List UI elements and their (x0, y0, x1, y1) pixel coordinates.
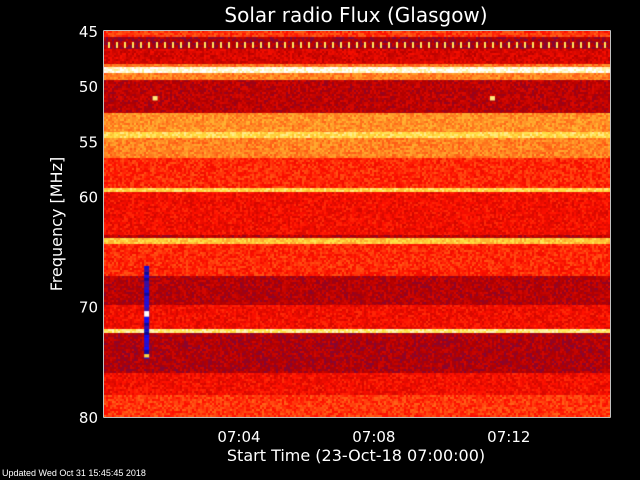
y-tick-labels: 45 50 55 60 70 80 (79, 23, 98, 427)
frequency-band (104, 192, 610, 236)
frequency-band (104, 137, 610, 158)
frequency-band (104, 243, 610, 276)
frequency-band (104, 275, 610, 305)
x-axis-label: Start Time (23-Oct-18 07:00:00) (227, 446, 485, 465)
burst-edge-mark (143, 354, 149, 358)
frequency-band (104, 187, 610, 193)
frequency-band (104, 372, 610, 395)
y-axis-label: Frequency [MHz] (47, 157, 66, 291)
frequency-band (104, 157, 610, 188)
frequency-band (104, 304, 610, 329)
frequency-band (104, 31, 610, 37)
y-tick-label: 50 (79, 78, 98, 96)
y-tick-label: 60 (79, 188, 98, 206)
frequency-band (104, 48, 610, 65)
frequency-band (104, 132, 610, 138)
frequency-band (104, 67, 610, 73)
chart-title: Solar radio Flux (Glasgow) (224, 3, 487, 27)
frequency-band (104, 79, 610, 113)
y-tick-label: 45 (79, 23, 98, 41)
burst-peak-mark (143, 311, 149, 317)
y-tick-label: 80 (79, 409, 98, 427)
frequency-band (104, 238, 610, 244)
x-tick-labels: 07:04 07:08 07:12 (217, 428, 530, 446)
spot-mark (152, 96, 157, 101)
x-tick-label: 07:12 (487, 428, 530, 446)
updated-timestamp: Updated Wed Oct 31 15:45:45 2018 (2, 468, 146, 478)
frequency-band (104, 394, 610, 417)
spot-mark (489, 96, 494, 101)
frequency-bands (104, 31, 610, 417)
frequency-band (104, 64, 610, 68)
x-tick-label: 07:04 (217, 428, 260, 446)
y-tick-label: 55 (79, 133, 98, 151)
frequency-band (104, 333, 610, 373)
frequency-band (104, 235, 610, 239)
frequency-band (104, 72, 610, 80)
y-tick-label: 70 (79, 299, 98, 317)
frequency-band (104, 112, 610, 133)
frequency-band (104, 328, 610, 334)
x-tick-label: 07:08 (352, 428, 395, 446)
frequency-band (104, 36, 610, 49)
